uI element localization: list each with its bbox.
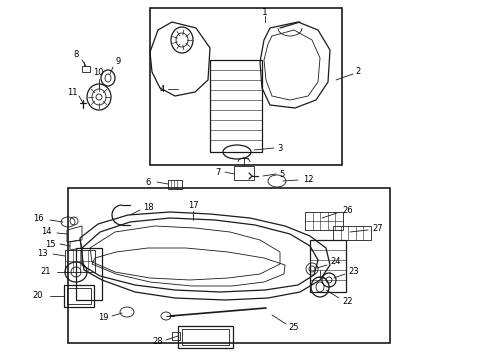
Bar [182, 329, 229, 345]
Text: 4: 4 [159, 85, 165, 94]
Text: 27: 27 [373, 224, 383, 233]
Text: 2: 2 [355, 67, 361, 76]
Bar [305, 212, 343, 230]
Text: 21: 21 [41, 267, 51, 276]
Text: 22: 22 [343, 297, 353, 306]
Text: 8: 8 [74, 50, 79, 59]
Bar [178, 326, 233, 348]
Text: 28: 28 [153, 338, 163, 346]
Bar [82, 66, 90, 72]
Text: 14: 14 [41, 226, 51, 235]
Text: 13: 13 [37, 248, 48, 257]
Text: 3: 3 [277, 144, 283, 153]
Text: 10: 10 [93, 68, 103, 77]
Text: 17: 17 [188, 201, 198, 210]
Text: 19: 19 [98, 314, 108, 323]
Text: 24: 24 [331, 256, 341, 266]
Bar [68, 188, 390, 343]
Text: 15: 15 [45, 239, 55, 248]
Text: 20: 20 [33, 291, 43, 300]
Bar [234, 166, 254, 180]
Text: 23: 23 [349, 266, 359, 275]
Bar [64, 285, 94, 307]
Bar [210, 60, 262, 152]
Bar [310, 240, 346, 292]
Text: 9: 9 [115, 57, 121, 66]
Text: 5: 5 [279, 170, 285, 179]
Text: 11: 11 [67, 87, 77, 96]
Text: 7: 7 [215, 167, 221, 176]
Bar [333, 226, 371, 240]
Text: 16: 16 [33, 213, 43, 222]
Text: 26: 26 [343, 206, 353, 215]
Bar [172, 332, 180, 340]
Text: 25: 25 [289, 324, 299, 333]
Bar [67, 288, 91, 304]
Text: 18: 18 [143, 202, 153, 212]
Bar [168, 180, 182, 189]
Text: 12: 12 [303, 175, 313, 184]
Bar [65, 250, 95, 272]
Text: 6: 6 [146, 177, 151, 186]
Bar [76, 248, 102, 300]
Bar [150, 8, 342, 165]
Text: 1: 1 [262, 8, 268, 17]
